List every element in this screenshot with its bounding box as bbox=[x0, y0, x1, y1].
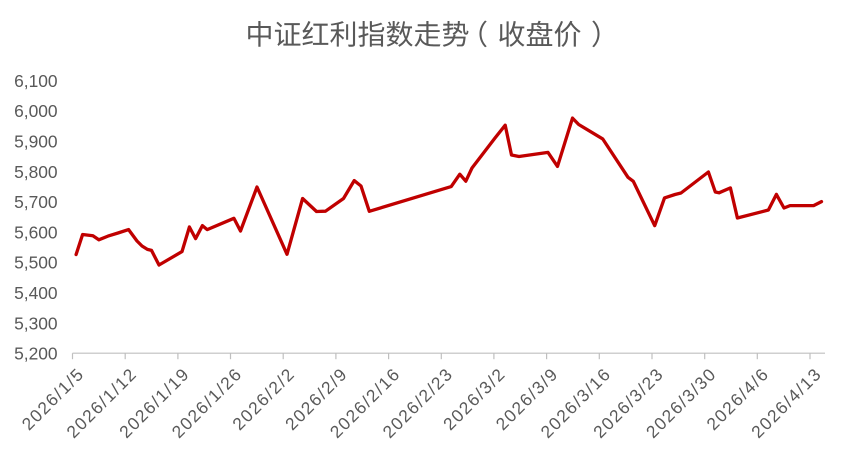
svg-text:5,500: 5,500 bbox=[14, 253, 58, 273]
svg-text:5,200: 5,200 bbox=[14, 344, 58, 364]
svg-text:6,000: 6,000 bbox=[14, 101, 58, 121]
svg-text:5,300: 5,300 bbox=[14, 313, 58, 333]
svg-text:5,400: 5,400 bbox=[14, 283, 58, 303]
svg-text:5,700: 5,700 bbox=[14, 192, 58, 212]
svg-text:6,100: 6,100 bbox=[14, 71, 58, 91]
svg-text:5,600: 5,600 bbox=[14, 222, 58, 242]
svg-text:5,800: 5,800 bbox=[14, 162, 58, 182]
svg-text:5,900: 5,900 bbox=[14, 132, 58, 152]
